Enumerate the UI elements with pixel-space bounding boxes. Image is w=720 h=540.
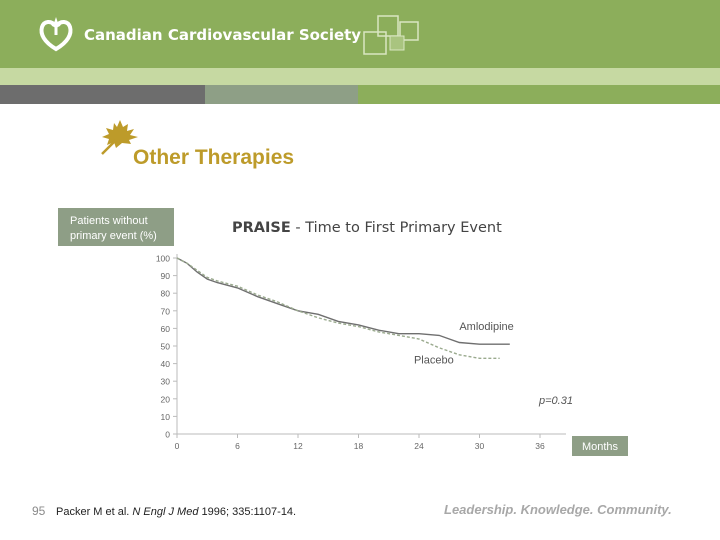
series-line-placebo [176,257,500,360]
series-label-placebo: Placebo [414,355,454,367]
y-tick-label: 90 [161,271,171,281]
tagline: Leadership. Knowledge. Community. [444,502,672,517]
y-tick-label: 100 [156,254,170,264]
y-tick-label: 80 [161,289,171,299]
y-axis-label-line2: primary event (%) [70,230,157,242]
x-tick-label: 36 [535,441,545,451]
header-light-strip [0,68,720,85]
slide-title: Other Therapies [133,146,295,169]
heart-leaf-logo-icon [39,17,73,52]
y-tick-label: 30 [161,377,171,387]
header-green-band [358,85,720,104]
p-value-annotation: p=0.31 [538,395,573,407]
overlapping-squares-icon [363,15,419,55]
y-tick-label: 70 [161,306,171,316]
slide-number: 95 [32,504,46,518]
x-tick-label: 24 [414,441,424,451]
y-axis-label-box [58,208,174,246]
organization-name: Canadian Cardiovascular Society [84,26,362,44]
y-tick-label: 0 [165,430,170,440]
y-tick-label: 40 [161,359,171,369]
y-tick-label: 20 [161,394,171,404]
series-label-amlodipine: Amlodipine [459,321,513,333]
x-tick-label: 0 [175,441,180,451]
y-tick-label: 60 [161,324,171,334]
y-tick-label: 50 [161,342,171,352]
survival-chart: Patients without primary event (%) PRAIS… [58,208,628,456]
maple-leaf-icon [101,120,138,155]
citation-authors: Packer M et al. [56,506,133,518]
citation-journal: N Engl J Med [132,506,199,518]
x-tick-label: 6 [235,441,240,451]
chart-title: PRAISE - Time to First Primary Event [232,220,502,236]
x-tick-label: 30 [475,441,485,451]
x-tick-label: 18 [354,441,364,451]
series-line-amlodipine [176,257,510,345]
x-axis-label-box [572,436,628,456]
header-gray-band [0,85,205,104]
citation-details: 1996; 335:1107-14. [198,506,297,518]
y-tick-label: 10 [161,412,171,422]
header-bar: Canadian Cardiovascular Society [0,0,720,68]
x-tick-label: 12 [293,441,303,451]
y-axis-label-line1: Patients without [70,215,148,227]
x-axis-label: Months [582,441,619,453]
header-graygreen-band [205,85,358,104]
citation: Packer M et al. N Engl J Med 1996; 335:1… [56,506,296,518]
